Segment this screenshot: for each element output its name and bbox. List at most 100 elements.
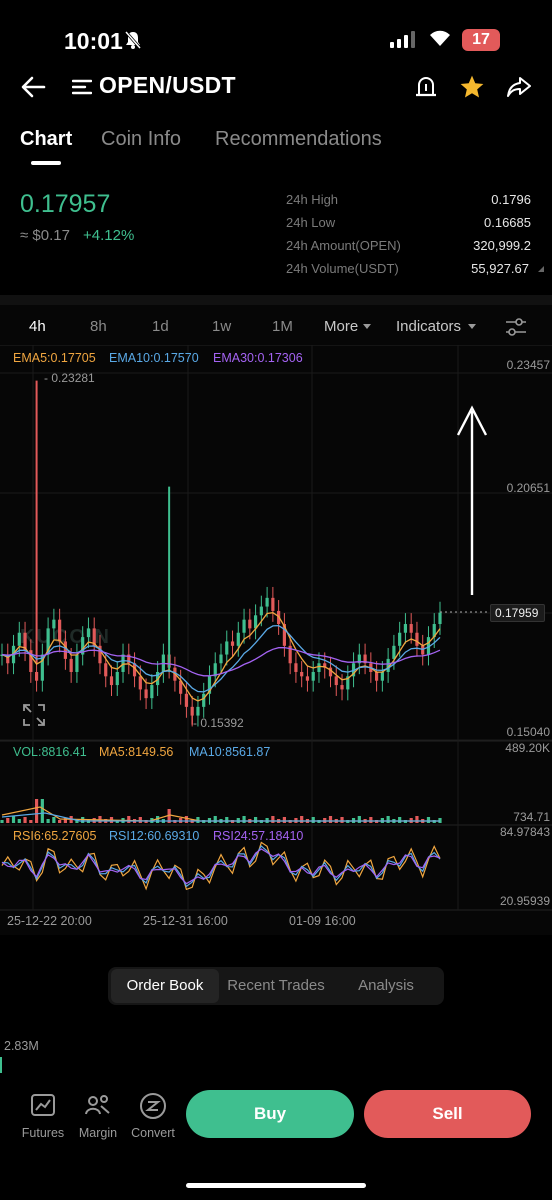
volume-group <box>0 799 442 823</box>
bottom-tabs: Order Book Recent Trades Analysis <box>108 967 444 1005</box>
share-icon[interactable] <box>506 74 532 105</box>
volume-bar <box>52 817 56 823</box>
fullscreen-icon[interactable] <box>22 703 46 732</box>
candle-body <box>288 645 292 664</box>
candle-body <box>46 628 50 655</box>
rsi-axis-bottom: 20.95939 <box>499 894 550 908</box>
volume-bar <box>0 820 4 823</box>
nav-margin[interactable]: Margin <box>68 1092 128 1140</box>
indicators-dropdown-icon <box>468 324 476 329</box>
candle-body <box>403 624 408 633</box>
volume-bar <box>357 816 361 823</box>
tab-chart[interactable]: Chart <box>20 128 73 150</box>
stat-value-volume: 55,927.67 <box>471 261 529 276</box>
candle-body <box>138 676 142 690</box>
rsi12-line <box>1 845 441 888</box>
candle-body <box>225 641 229 655</box>
volume-bar <box>156 816 160 823</box>
margin-icon <box>84 1092 112 1120</box>
chart-panel[interactable]: 4h 8h 1d 1w 1M More Indicators KUCOIN EM… <box>0 305 552 935</box>
vol-axis-bottom: 734.71 <box>513 810 550 824</box>
candle-body <box>380 671 384 681</box>
ema-lines-group <box>1 612 441 702</box>
volume-bar <box>213 816 217 823</box>
candle-body <box>363 654 367 664</box>
candle-body <box>0 654 4 657</box>
ema5-legend: EMA5:0.17705 <box>13 351 96 365</box>
candle-body <box>127 654 131 664</box>
volume-bar <box>11 816 16 823</box>
candle-body <box>150 685 154 699</box>
rsi6-legend: RSI6:65.27605 <box>13 829 97 843</box>
volume-bar <box>225 817 229 823</box>
candle-body <box>265 597 269 607</box>
tab-coin-info[interactable]: Coin Info <box>101 128 182 150</box>
candle-body <box>253 615 258 629</box>
timeframe-1w[interactable]: 1w <box>212 318 232 335</box>
menu-icon[interactable] <box>71 78 93 101</box>
vol-legend: VOL:8816.41 <box>13 745 87 759</box>
candle-body <box>104 663 108 677</box>
volume-bar <box>282 817 286 823</box>
candle-body <box>23 632 27 651</box>
price-axis-mid: 0.20651 <box>506 481 550 495</box>
tab-analysis[interactable]: Analysis <box>358 977 414 994</box>
back-arrow-icon[interactable] <box>20 74 46 105</box>
candle-body <box>29 650 33 672</box>
volume-bar <box>253 817 258 823</box>
volume-bar <box>127 816 131 823</box>
nav-futures[interactable]: Futures <box>13 1092 73 1140</box>
sell-button[interactable]: Sell <box>364 1090 531 1138</box>
candles-group <box>0 380 442 727</box>
candle-body <box>63 641 67 659</box>
nav-convert[interactable]: Convert <box>123 1092 183 1140</box>
volume-bar <box>58 820 62 823</box>
candle-body <box>305 676 310 681</box>
candle-body <box>357 654 361 664</box>
futures-icon <box>29 1092 57 1120</box>
volume-bar <box>311 817 315 823</box>
candle-body <box>248 619 252 629</box>
candlestick-chart[interactable]: KUCOIN <box>0 345 552 935</box>
candle-body <box>213 663 217 677</box>
timeframe-4h[interactable]: 4h <box>29 318 46 335</box>
volume-bar <box>17 819 21 823</box>
rsi-axis-top: 84.97843 <box>499 825 550 839</box>
depth-label: 2.83M <box>4 1039 39 1053</box>
candle-body <box>328 667 333 677</box>
watermark-text: KUCOIN <box>20 626 111 648</box>
volume-bar <box>63 818 67 823</box>
indicators-menu[interactable]: Indicators <box>396 318 462 335</box>
candle-body <box>432 624 436 638</box>
favorite-star-icon[interactable] <box>459 74 485 105</box>
timeframe-more[interactable]: More <box>324 318 359 335</box>
candle-body <box>294 663 298 672</box>
candle-body <box>323 663 327 668</box>
active-tab-indicator <box>31 161 61 165</box>
ema10-legend: EMA10:0.17570 <box>109 351 199 365</box>
candle-body <box>334 676 338 686</box>
buy-button[interactable]: Buy <box>186 1090 354 1138</box>
pair-title[interactable]: OPEN/USDT <box>99 72 236 98</box>
volume-bar <box>369 817 373 823</box>
candle-body <box>438 612 442 625</box>
candle-body <box>317 663 321 672</box>
candle-body <box>219 654 223 664</box>
home-indicator <box>186 1183 366 1188</box>
section-divider <box>0 295 552 305</box>
timeframe-8h[interactable]: 8h <box>90 318 107 335</box>
timeframe-1d[interactable]: 1d <box>152 318 169 335</box>
vol-axis-top: 489.20K <box>505 741 550 755</box>
candle-body <box>207 676 212 694</box>
volume-bar <box>271 816 275 823</box>
candle-body <box>92 628 96 646</box>
candle-body <box>236 632 240 646</box>
chart-settings-icon[interactable] <box>505 317 527 342</box>
status-bar: 10:01 17 <box>0 0 552 70</box>
tab-order-book[interactable]: Order Book <box>111 969 219 1003</box>
tab-recommendations[interactable]: Recommendations <box>215 128 382 150</box>
tab-recent-trades[interactable]: Recent Trades <box>227 977 325 994</box>
alert-bell-icon[interactable] <box>414 74 438 105</box>
timeframe-1m[interactable]: 1M <box>272 318 293 335</box>
candle-body <box>259 606 263 616</box>
